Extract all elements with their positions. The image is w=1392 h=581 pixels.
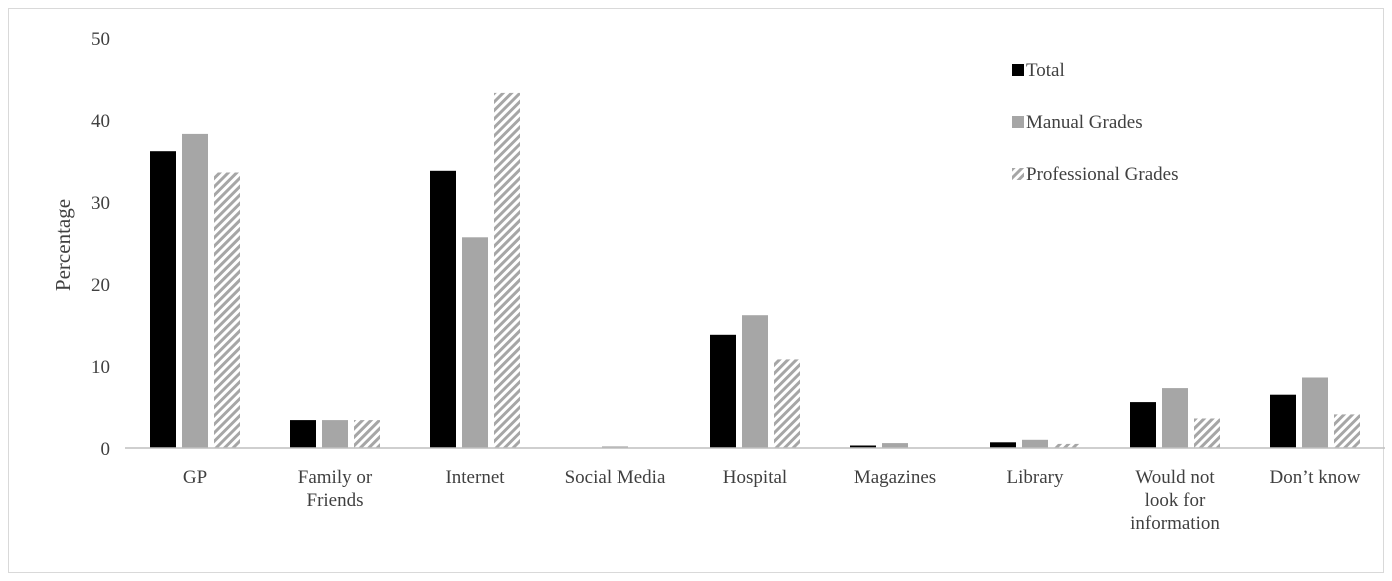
category-label: Library bbox=[1007, 467, 1064, 488]
category-label: Social Media bbox=[565, 467, 666, 488]
category-labels: GP Family or Friends Internet Social Media Ho… bbox=[183, 467, 1361, 534]
bar bbox=[1302, 377, 1328, 448]
y-tick-label: 0 bbox=[101, 439, 111, 460]
bar bbox=[322, 420, 348, 448]
y-tick-label: 30 bbox=[91, 193, 110, 214]
legend: Total Manual Grades Professional Grades bbox=[1012, 60, 1179, 185]
y-tick-label: 50 bbox=[91, 29, 110, 50]
y-tick-labels: 0 10 20 30 40 50 bbox=[91, 29, 110, 460]
legend-swatch bbox=[1012, 116, 1024, 128]
bar bbox=[602, 446, 628, 448]
bar bbox=[290, 420, 316, 448]
bar bbox=[1162, 388, 1188, 448]
category-label: GP bbox=[183, 467, 207, 488]
legend-swatch bbox=[1012, 168, 1024, 180]
category-label: Would not look for information bbox=[1130, 467, 1220, 534]
bar bbox=[1054, 443, 1080, 448]
bar bbox=[990, 442, 1016, 448]
category-label: Magazines bbox=[854, 467, 936, 488]
y-tick-label: 20 bbox=[91, 275, 110, 296]
category-label: Family or Friends bbox=[298, 467, 373, 511]
y-axis-title: Percentage bbox=[51, 199, 75, 291]
category-label: Internet bbox=[445, 467, 505, 488]
legend-label: Professional Grades bbox=[1026, 164, 1179, 185]
bar bbox=[430, 170, 456, 449]
bar bbox=[742, 315, 768, 448]
bar bbox=[850, 445, 876, 448]
bar bbox=[1194, 418, 1220, 448]
legend-label: Manual Grades bbox=[1026, 112, 1143, 133]
bar bbox=[150, 151, 176, 448]
bar bbox=[1334, 414, 1360, 448]
bar bbox=[494, 92, 520, 449]
bar bbox=[882, 443, 908, 448]
bar bbox=[1022, 439, 1048, 448]
bar bbox=[1270, 394, 1296, 448]
y-tick-label: 40 bbox=[91, 111, 110, 132]
category-label: Don’t know bbox=[1270, 467, 1361, 488]
bar bbox=[774, 359, 800, 448]
bar-series bbox=[150, 92, 1360, 449]
category-label: Hospital bbox=[723, 467, 787, 488]
bar bbox=[1130, 402, 1156, 448]
bar bbox=[214, 172, 240, 448]
y-tick-label: 10 bbox=[91, 357, 110, 378]
bar bbox=[354, 420, 380, 448]
bar bbox=[462, 237, 488, 448]
bar bbox=[710, 334, 736, 448]
bar bbox=[182, 133, 208, 448]
legend-swatch bbox=[1012, 64, 1024, 76]
legend-label: Total bbox=[1026, 60, 1065, 81]
